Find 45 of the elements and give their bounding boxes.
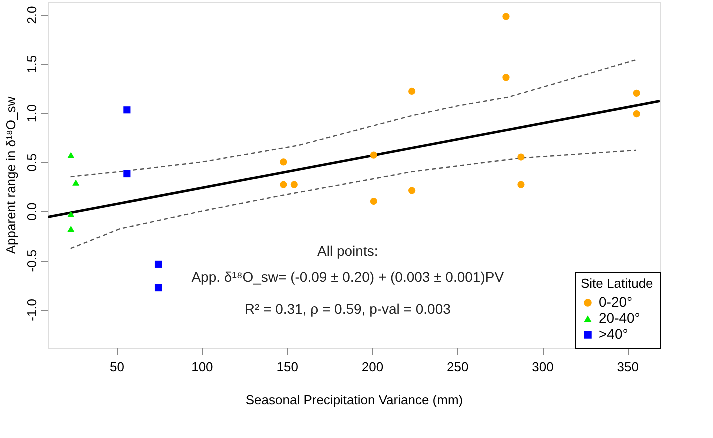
y-axis-title: Apparent range in δ¹⁸O_sw bbox=[4, 96, 18, 254]
x-axis-title: Seasonal Precipitation Variance (mm) bbox=[246, 392, 464, 408]
point bbox=[154, 260, 162, 268]
y-tick-label: 1.0 bbox=[24, 104, 40, 123]
point bbox=[124, 170, 131, 178]
annotation: R² = 0.31, ρ = 0.59, p-val = 0.003 bbox=[244, 301, 452, 317]
point bbox=[68, 152, 75, 158]
annotation: App. δ¹⁸O_sw= (-0.09 ± 0.20) + (0.003 ± 0.001)PV bbox=[192, 269, 505, 285]
point bbox=[518, 154, 525, 161]
point bbox=[518, 181, 525, 188]
x-tick-label: 150 bbox=[276, 360, 298, 374]
point bbox=[68, 226, 75, 232]
point bbox=[370, 152, 378, 159]
y-tick-label: -1.0 bbox=[24, 298, 40, 322]
point bbox=[633, 110, 640, 118]
point bbox=[502, 13, 510, 20]
y-tick-label: 0.5 bbox=[24, 154, 40, 172]
point bbox=[72, 180, 80, 186]
legend-title: Site Latitude bbox=[581, 276, 654, 291]
point bbox=[154, 284, 162, 292]
point bbox=[280, 181, 288, 188]
point bbox=[408, 88, 416, 95]
point bbox=[280, 158, 288, 166]
y-tick-label: -0.5 bbox=[24, 250, 40, 272]
x-tick-label: 350 bbox=[617, 360, 639, 374]
x-tick-label: 300 bbox=[532, 360, 554, 374]
y-tick-label: 1.5 bbox=[24, 55, 40, 74]
point bbox=[68, 211, 75, 218]
legend-label: >40° bbox=[599, 326, 628, 342]
point bbox=[370, 198, 378, 206]
point bbox=[290, 181, 298, 188]
legend-label: 0-20° bbox=[599, 294, 633, 310]
line-series bbox=[70, 59, 637, 178]
point bbox=[633, 90, 640, 97]
x-tick-label: 200 bbox=[362, 360, 384, 374]
annotation: All points: bbox=[318, 243, 378, 259]
x-tick-label: 100 bbox=[192, 360, 214, 374]
legend-label: 20-40° bbox=[599, 310, 640, 326]
x-tick-label: 250 bbox=[447, 360, 469, 374]
x-tick-label: 50 bbox=[110, 360, 125, 374]
point bbox=[408, 187, 416, 194]
y-tick-label: 0.0 bbox=[24, 202, 40, 221]
point bbox=[124, 106, 131, 114]
y-tick-label: 2.0 bbox=[24, 6, 40, 24]
point bbox=[502, 74, 510, 82]
